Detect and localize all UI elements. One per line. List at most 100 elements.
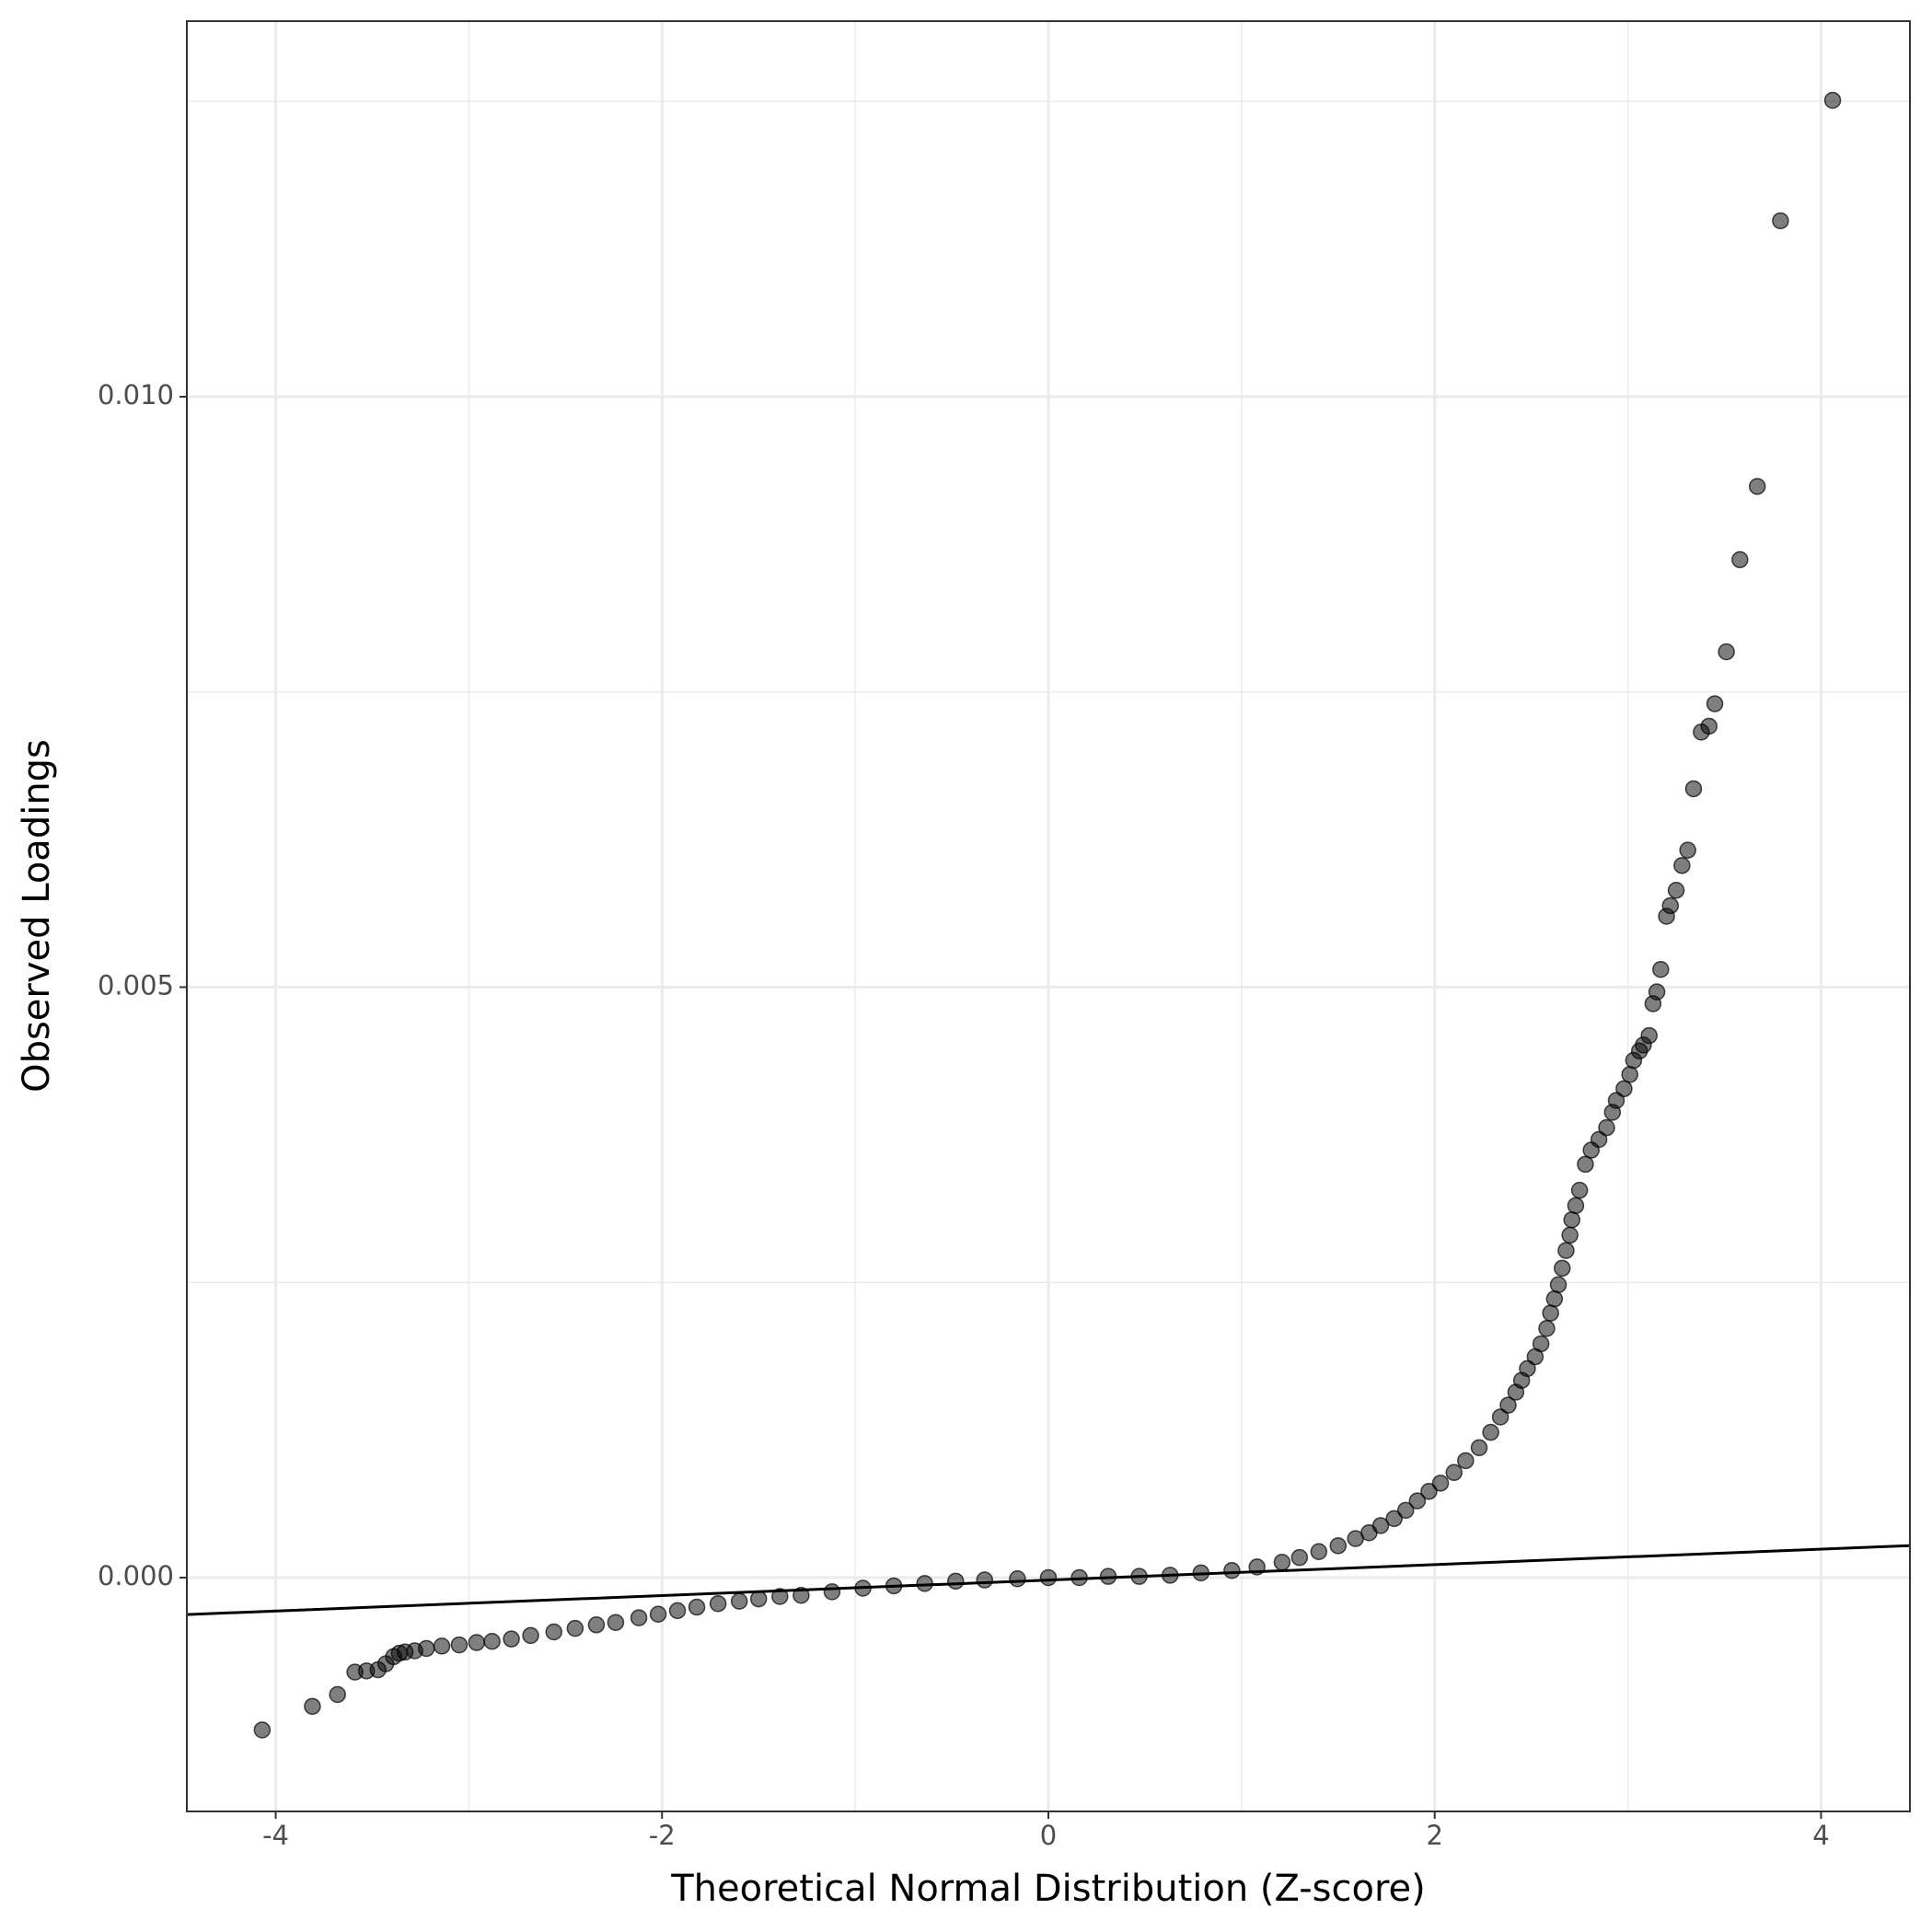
point bbox=[1652, 960, 1670, 978]
point bbox=[668, 1602, 687, 1620]
point bbox=[1420, 1483, 1438, 1500]
point bbox=[1598, 1118, 1615, 1137]
point bbox=[1772, 212, 1789, 230]
y-tick-label: 0.000 bbox=[98, 1560, 174, 1591]
point bbox=[1519, 1359, 1536, 1378]
point bbox=[1491, 1408, 1510, 1426]
point bbox=[1570, 1181, 1589, 1199]
point bbox=[630, 1609, 648, 1626]
point bbox=[253, 1721, 272, 1739]
point bbox=[1039, 1568, 1058, 1587]
point bbox=[1590, 1130, 1608, 1149]
point bbox=[566, 1619, 584, 1637]
point bbox=[522, 1626, 539, 1645]
point bbox=[1273, 1554, 1291, 1571]
point bbox=[450, 1636, 469, 1654]
point bbox=[1567, 1197, 1585, 1215]
point bbox=[417, 1639, 435, 1658]
point bbox=[1621, 1066, 1638, 1083]
point bbox=[468, 1634, 486, 1651]
point bbox=[483, 1633, 501, 1650]
point bbox=[1070, 1568, 1088, 1587]
point bbox=[1542, 1304, 1559, 1322]
point bbox=[1648, 983, 1666, 1001]
point bbox=[1470, 1439, 1488, 1457]
point bbox=[304, 1697, 321, 1716]
marks bbox=[186, 91, 1911, 1739]
point bbox=[329, 1685, 346, 1704]
point bbox=[1457, 1452, 1475, 1470]
point bbox=[1615, 1080, 1633, 1098]
point bbox=[771, 1588, 789, 1605]
axes: -4 -2 0 2 4 0.000 0.005 0.010 bbox=[98, 20, 1911, 1851]
point bbox=[587, 1616, 606, 1634]
point bbox=[545, 1623, 562, 1641]
x-axis-title: Theoretical Normal Distribution (Z-score… bbox=[670, 1868, 1426, 1910]
point bbox=[1561, 1226, 1579, 1244]
point bbox=[1545, 1290, 1564, 1308]
point bbox=[1748, 478, 1766, 495]
point bbox=[1731, 550, 1749, 569]
point bbox=[433, 1637, 451, 1655]
point bbox=[1673, 857, 1691, 874]
point bbox=[1553, 1259, 1571, 1278]
point bbox=[1482, 1423, 1499, 1441]
y-tick-label: 0.005 bbox=[98, 969, 174, 1001]
point bbox=[730, 1592, 748, 1610]
point bbox=[709, 1594, 727, 1613]
point bbox=[916, 1575, 933, 1592]
x-tick-label: -2 bbox=[649, 1820, 676, 1851]
point bbox=[1248, 1558, 1266, 1576]
point bbox=[1538, 1320, 1556, 1337]
point bbox=[1009, 1570, 1026, 1588]
point bbox=[1563, 1210, 1580, 1229]
point bbox=[1310, 1543, 1328, 1560]
point bbox=[1640, 1026, 1658, 1045]
point bbox=[749, 1590, 768, 1608]
point bbox=[1445, 1463, 1463, 1482]
point bbox=[1499, 1396, 1517, 1414]
point bbox=[607, 1614, 625, 1631]
point bbox=[1706, 695, 1724, 712]
point bbox=[1577, 1155, 1594, 1174]
point bbox=[1130, 1568, 1148, 1585]
point bbox=[1718, 642, 1735, 661]
point bbox=[1192, 1564, 1210, 1582]
point bbox=[1397, 1501, 1415, 1520]
point bbox=[1371, 1517, 1390, 1534]
point bbox=[1161, 1567, 1179, 1584]
x-tick-label: 2 bbox=[1427, 1820, 1443, 1851]
point bbox=[1684, 780, 1703, 798]
point bbox=[1290, 1548, 1309, 1567]
point bbox=[1431, 1475, 1450, 1492]
point bbox=[1607, 1092, 1625, 1109]
point bbox=[792, 1586, 810, 1604]
point bbox=[1549, 1276, 1568, 1294]
point bbox=[976, 1571, 993, 1589]
point bbox=[1223, 1562, 1241, 1579]
point bbox=[885, 1577, 903, 1595]
point bbox=[1700, 717, 1718, 735]
point bbox=[823, 1583, 841, 1601]
x-tick-label: 0 bbox=[1040, 1820, 1057, 1851]
y-axis-title: Observed Loadings bbox=[16, 739, 58, 1093]
x-tick-label: 4 bbox=[1812, 1820, 1829, 1851]
point bbox=[688, 1598, 706, 1616]
point bbox=[1408, 1492, 1427, 1510]
point bbox=[1385, 1510, 1403, 1528]
point bbox=[1667, 882, 1685, 899]
point bbox=[1329, 1537, 1348, 1555]
point bbox=[649, 1605, 667, 1623]
point bbox=[503, 1630, 520, 1648]
point bbox=[1661, 897, 1680, 915]
point bbox=[854, 1579, 872, 1597]
point bbox=[1823, 91, 1842, 110]
point bbox=[1679, 841, 1696, 859]
point bbox=[1099, 1568, 1117, 1585]
x-tick-label: -4 bbox=[262, 1820, 289, 1851]
point bbox=[1557, 1242, 1575, 1259]
point bbox=[947, 1572, 965, 1591]
